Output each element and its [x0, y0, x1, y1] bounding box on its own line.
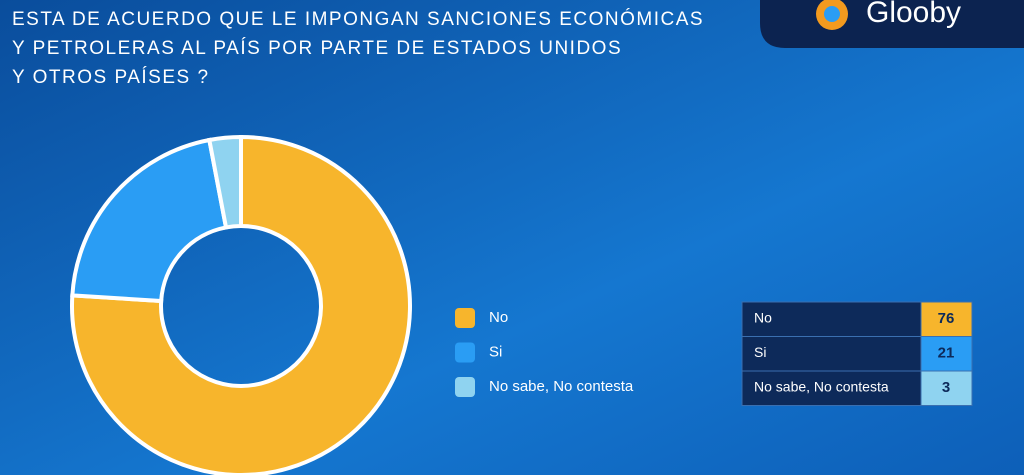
table-label: No [754, 310, 772, 326]
table-value: 3 [942, 379, 950, 396]
legend: No Si No sabe, No contesta [455, 308, 634, 397]
table-label-cell [741, 301, 922, 337]
table: No 76 Si 21 No sabe, No contesta 3 [741, 301, 973, 406]
table-label-cell [741, 336, 922, 372]
title-line: Y OTROS PAÍSES ? [12, 67, 210, 88]
donut [70, 134, 412, 475]
table-label: No sabe, No contesta [754, 379, 889, 395]
donut-slice [70, 134, 412, 475]
brand-name: Glooby [866, 0, 961, 29]
donut-slice [206, 134, 243, 230]
legend-label: Si [489, 343, 502, 360]
table-value-cell [920, 336, 973, 372]
table-value: 76 [938, 310, 955, 327]
table-label-cell [741, 370, 922, 406]
table-value-cell [920, 370, 973, 406]
table-value: 21 [938, 344, 955, 361]
title-line: Y PETROLERAS AL PAÍS POR PARTE DE ESTADO… [12, 38, 622, 59]
legend-label: No sabe, No contesta [489, 378, 634, 395]
donut-slice [70, 137, 229, 304]
table-label: Si [754, 344, 766, 360]
brand-logo-inner [824, 6, 840, 22]
legend-swatch [455, 377, 475, 397]
legend-swatch [455, 342, 475, 363]
legend-label: No [489, 309, 508, 326]
title-line: ESTA DE ACUERDO QUE LE IMPONGAN SANCIONE… [12, 8, 704, 30]
table-value-cell [920, 301, 973, 337]
legend-swatch [455, 308, 475, 328]
chart-title: ESTA DE ACUERDO QUE LE IMPONGAN SANCIONE… [12, 8, 704, 88]
